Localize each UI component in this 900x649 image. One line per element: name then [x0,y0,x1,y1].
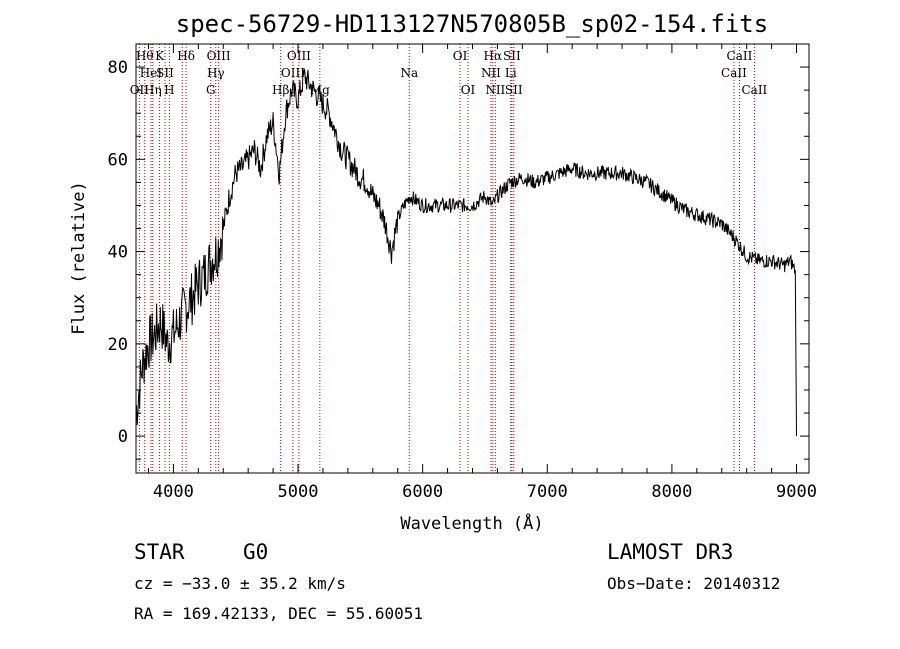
x-tick-label: 8000 [651,482,692,502]
object-subclass: G0 [243,540,269,564]
spectral-line-label: Na [400,66,418,80]
redshift-velocity: cz = −33.0 ± 35.2 km/s [134,574,346,593]
spectral-line-label: SII [503,49,521,63]
spectral-line-label: CaII [721,66,747,80]
y-axis: 0 20 40 60 80 [108,43,809,460]
chart-title: spec-56729-HD113127N570805B_sp02-154.fit… [176,10,768,38]
spectral-line-label: SII [505,83,523,97]
spectral-line-label: Hη [144,83,162,97]
x-axis: 4000 5000 6000 7000 8000 9000 [147,44,817,502]
spectral-line-label: Hβ [272,83,289,97]
x-tick-label: 9000 [776,482,817,502]
spectral-line-label: H [164,83,174,97]
spectral-line-label: Li [505,66,517,80]
spectral-line-label: CaII [727,49,753,63]
spectral-line-label: OI [453,49,468,63]
spectral-line-label: NII [485,83,505,97]
observation-date: Obs−Date: 20140312 [607,574,781,593]
y-tick-label: 0 [118,427,128,447]
spectral-line-label: SII [156,66,174,80]
spectral-line-label: K [155,49,165,63]
spectral-line-label: Hα [484,49,503,63]
spectral-line-label: Hθ [136,49,154,63]
spectrum-line [135,68,797,437]
spectral-line-label: OIII [207,49,231,63]
spectral-line-label: G [206,83,216,97]
spectral-line-label: Hγ [207,66,225,80]
spectral-line-label: OIII [287,49,311,63]
spectral-line-label: OI [461,83,476,97]
x-tick-label: 7000 [527,482,568,502]
spectral-line-label: NII [481,66,501,80]
x-axis-label: Wavelength (Å) [400,512,543,534]
spectral-line-label: CaII [741,83,767,97]
plot-frame [135,43,810,474]
survey-name: LAMOST DR3 [607,540,734,564]
y-tick-label: 40 [108,243,128,263]
x-tick-label: 6000 [402,482,443,502]
y-tick-label: 80 [108,58,128,78]
spectral-lines-layer: OIIHθHeIHηKSIIHHδGHγOIIIHβOIIIOIIIMgNaOI… [130,44,768,473]
y-tick-label: 60 [108,150,128,170]
y-tick-label: 20 [108,335,128,355]
series-layer [135,68,797,437]
ra-dec-coordinates: RA = 169.42133, DEC = 55.60051 [134,604,423,623]
x-tick-label: 4000 [153,482,194,502]
x-tick-label: 5000 [278,482,319,502]
object-class: STAR [134,540,185,564]
y-axis-label: Flux (relative) [69,181,89,335]
spectral-line-label: Hδ [177,49,195,63]
spectral-line-label: HeI [140,66,163,80]
spectral-line-label: OIII [281,66,305,80]
